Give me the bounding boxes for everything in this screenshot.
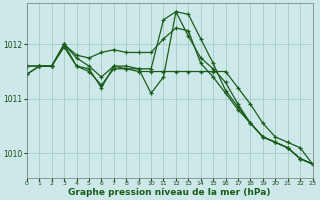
X-axis label: Graphe pression niveau de la mer (hPa): Graphe pression niveau de la mer (hPa) (68, 188, 271, 197)
